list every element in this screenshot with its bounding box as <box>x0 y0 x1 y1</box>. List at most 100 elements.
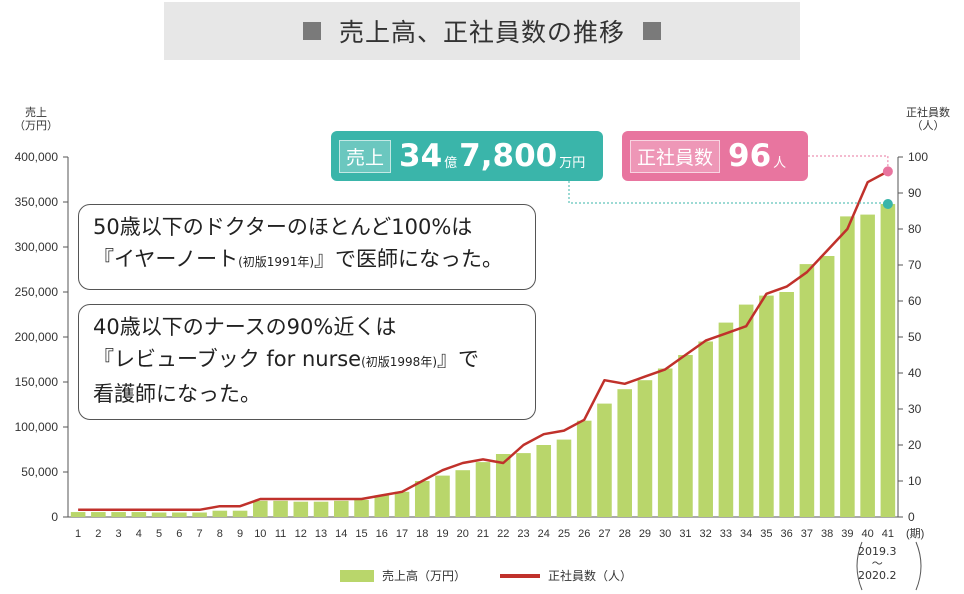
sales-callout-label: 売上 <box>339 139 392 173</box>
sales-callout-value2: 7,800 <box>459 138 558 174</box>
x-tick-label: 29 <box>639 528 651 540</box>
left-axis-title: 売上 （万円） <box>14 106 58 132</box>
nurse-note: 40歳以下のナースの90%近くは 『レビューブック for nurse(初版19… <box>78 304 536 420</box>
sales-bar <box>455 470 471 517</box>
sales-bar <box>698 341 713 517</box>
x-tick-label: 19 <box>436 528 448 540</box>
sales-bar <box>70 512 86 517</box>
sales-bar <box>192 512 207 517</box>
x-tick-label: 28 <box>619 528 631 540</box>
x-tick-label: 16 <box>376 528 388 540</box>
right-tick-label: 40 <box>908 366 922 380</box>
legend-staff-swatch <box>500 573 540 578</box>
sales-bar <box>91 512 106 517</box>
sales-bar <box>253 500 268 517</box>
sales-bar <box>799 264 815 517</box>
x-tick-label: 22 <box>497 528 509 540</box>
x-tick-label: 23 <box>517 528 529 540</box>
x-tick-label: 18 <box>416 528 428 540</box>
sales-bar <box>172 512 187 517</box>
x-tick-label: 6 <box>176 528 182 540</box>
x-tick-label: 40 <box>862 528 874 540</box>
sales-highlight-dot <box>882 198 893 209</box>
staff-highlight-dot <box>882 166 893 177</box>
sales-bar <box>435 475 450 517</box>
x-tick-label: 13 <box>315 528 327 540</box>
sales-bar <box>880 203 896 518</box>
x-tick-label: 20 <box>457 528 469 540</box>
x-tick-label: 24 <box>538 528 550 540</box>
x-tick-label: 15 <box>355 528 367 540</box>
sales-bar <box>414 481 430 517</box>
x-tick-label: 39 <box>841 528 853 540</box>
sales-bar <box>657 368 673 517</box>
sales-callout-unit1: 億 <box>444 156 458 171</box>
sales-bar <box>151 512 167 517</box>
x-tick-label: 10 <box>254 528 266 540</box>
sales-bar <box>779 292 794 517</box>
sales-bar <box>131 512 147 517</box>
chart-title: 売上高、正社員数の推移 <box>338 18 625 47</box>
last-period-range: 2019.3 〜 2020.2 <box>858 545 897 582</box>
sales-bar <box>617 389 632 517</box>
sales-bar <box>334 500 349 517</box>
sales-callout-unit2: 万円 <box>559 156 586 171</box>
legend-staff-label: 正社員数（人） <box>548 569 633 583</box>
staff-leader-line <box>808 155 889 172</box>
sales-bar <box>840 216 855 517</box>
x-tick-label: 2 <box>95 528 101 540</box>
sales-bar <box>232 510 248 517</box>
x-tick-label: 5 <box>156 528 162 540</box>
x-tick-label: 36 <box>781 528 793 540</box>
x-tick-label: 9 <box>237 528 243 540</box>
sales-bar <box>678 355 693 517</box>
doctor-note-line1: 50歳以下のドクターのほとんど100%は <box>93 215 473 239</box>
left-tick-label: 300,000 <box>15 240 59 254</box>
right-axis-title: 正社員数 （人） <box>906 106 950 132</box>
x-tick-label: 32 <box>700 528 712 540</box>
x-tick-label: 3 <box>116 528 122 540</box>
period-bracket-right <box>915 541 922 591</box>
x-tick-label: 4 <box>136 528 142 540</box>
right-tick-label: 50 <box>908 330 922 344</box>
period-bracket-left <box>856 541 863 591</box>
sales-bar <box>576 420 592 517</box>
title-banner: 売上高、正社員数の推移 <box>164 2 800 60</box>
sales-bar <box>475 462 491 517</box>
sales-bar <box>394 491 410 517</box>
x-tick-label: 34 <box>740 528 752 540</box>
right-tick-label: 20 <box>908 438 922 452</box>
left-tick-label: 50,000 <box>21 465 58 479</box>
sales-bar <box>759 295 774 517</box>
staff-callout-label: 正社員数 <box>630 139 721 173</box>
x-tick-label: 30 <box>659 528 671 540</box>
x-tick-label: 12 <box>295 528 307 540</box>
sales-bar <box>536 445 552 517</box>
x-tick-label: 37 <box>801 528 813 540</box>
sales-bar <box>738 304 754 517</box>
staff-line <box>78 170 889 512</box>
sales-callout-value1: 34 <box>399 138 443 174</box>
legend-staff: 正社員数（人） <box>500 567 632 584</box>
left-tick-label: 400,000 <box>15 150 59 164</box>
right-tick-label: 70 <box>908 258 922 272</box>
right-tick-label: 60 <box>908 294 922 308</box>
nurse-note-line2: 『レビューブック for nurse(初版1998年)』で <box>93 347 479 371</box>
x-tick-label: 33 <box>720 528 732 540</box>
x-tick-label: 7 <box>197 528 203 540</box>
right-tick-label: 10 <box>908 474 922 488</box>
sales-bar <box>597 403 612 517</box>
x-tick-label: 8 <box>217 528 223 540</box>
x-tick-label: 17 <box>396 528 408 540</box>
left-tick-label: 0 <box>51 510 58 524</box>
sales-bar <box>860 214 875 517</box>
x-tick-label: 25 <box>558 528 570 540</box>
x-tick-label: 26 <box>578 528 590 540</box>
staff-callout-value: 96 <box>728 138 772 174</box>
legend-sales: 売上高（万円） <box>340 567 466 584</box>
sales-bar <box>313 501 329 517</box>
x-tick-label: 11 <box>275 528 286 540</box>
square-bullet-icon <box>302 22 321 40</box>
sales-bar <box>718 322 734 517</box>
